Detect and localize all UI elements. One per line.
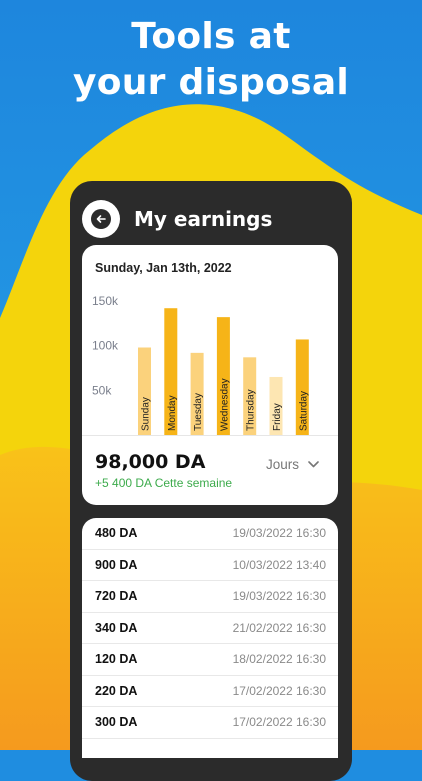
transaction-datetime: 17/02/2022 16:30 [232, 715, 326, 730]
back-button[interactable] [82, 200, 120, 238]
transaction-datetime: 19/03/2022 16:30 [232, 526, 326, 541]
bar-saturday[interactable] [295, 339, 309, 435]
bar-sunday[interactable] [138, 347, 151, 436]
bar-friday[interactable] [269, 376, 283, 435]
earnings-card: Sunday, Jan 13th, 2022 150k 100k 50k Sunday… [82, 245, 338, 505]
transaction-amount: 340 DA [95, 620, 138, 635]
bar-wednesday[interactable] [216, 317, 230, 435]
bar-label: Thursday [246, 389, 257, 431]
transaction-row[interactable]: 480 DA 19/03/2022 16:30 [82, 518, 338, 550]
bar-label: Friday [272, 403, 283, 431]
bar-label: Saturday [298, 391, 309, 431]
bar-thursday[interactable] [243, 357, 257, 435]
transaction-datetime: 21/02/2022 16:30 [232, 620, 326, 635]
earnings-chart: 150k 100k 50k Sunday Monday Tuesday Wednesday T… [92, 294, 309, 436]
y-tick-label: 50k [92, 383, 112, 397]
transaction-row[interactable]: 300 DA 17/02/2022 16:30 [82, 707, 338, 739]
summary-date: Sunday, Jan 13th, 2022 [95, 261, 232, 275]
chevron-down-icon [308, 461, 319, 468]
y-tick-label: 100k [92, 339, 119, 353]
transaction-amount: 480 DA [95, 526, 138, 541]
transaction-row[interactable]: 900 DA 10/03/2022 13:40 [82, 550, 338, 581]
period-selector[interactable]: Jours [266, 457, 319, 472]
headline: Tools at your disposal [0, 14, 422, 106]
transactions-list: 480 DA 19/03/2022 16:30 900 DA 10/03/2022 1… [82, 518, 338, 758]
period-label: Jours [266, 457, 300, 472]
bar-label: Monday [167, 395, 178, 431]
transaction-datetime: 10/03/2022 13:40 [232, 557, 326, 572]
transaction-amount: 220 DA [95, 683, 138, 698]
transaction-datetime: 17/02/2022 16:30 [232, 683, 326, 698]
bar-monday[interactable] [164, 308, 178, 435]
earnings-total: 98,000 DA [95, 451, 206, 473]
transaction-amount: 300 DA [95, 715, 138, 730]
y-tick-label: 150k [92, 294, 119, 308]
bar-tuesday[interactable] [190, 352, 204, 435]
weekly-change: +5 400 DA Cette semaine [95, 476, 233, 490]
transaction-row[interactable]: 220 DA 17/02/2022 16:30 [82, 676, 338, 707]
headline-line-2: your disposal [72, 62, 350, 103]
transaction-row[interactable]: 720 DA 19/03/2022 16:30 [82, 581, 338, 613]
transaction-row[interactable]: 340 DA 21/02/2022 16:30 [82, 613, 338, 644]
transaction-datetime: 18/02/2022 16:30 [232, 652, 326, 667]
card-divider [82, 435, 338, 436]
transaction-amount: 900 DA [95, 557, 138, 572]
bar-label: Wednesday [219, 378, 230, 431]
transaction-amount: 120 DA [95, 652, 138, 667]
screen-title: My earnings [134, 207, 273, 231]
transaction-amount: 720 DA [95, 589, 138, 604]
headline-line-1: Tools at [131, 16, 291, 57]
transaction-row[interactable]: 120 DA 18/02/2022 16:30 [82, 644, 338, 676]
bar-label: Tuesday [193, 393, 204, 431]
arrow-left-icon [91, 209, 111, 229]
bar-label: Sunday [141, 397, 152, 431]
transaction-datetime: 19/03/2022 16:30 [232, 589, 326, 604]
